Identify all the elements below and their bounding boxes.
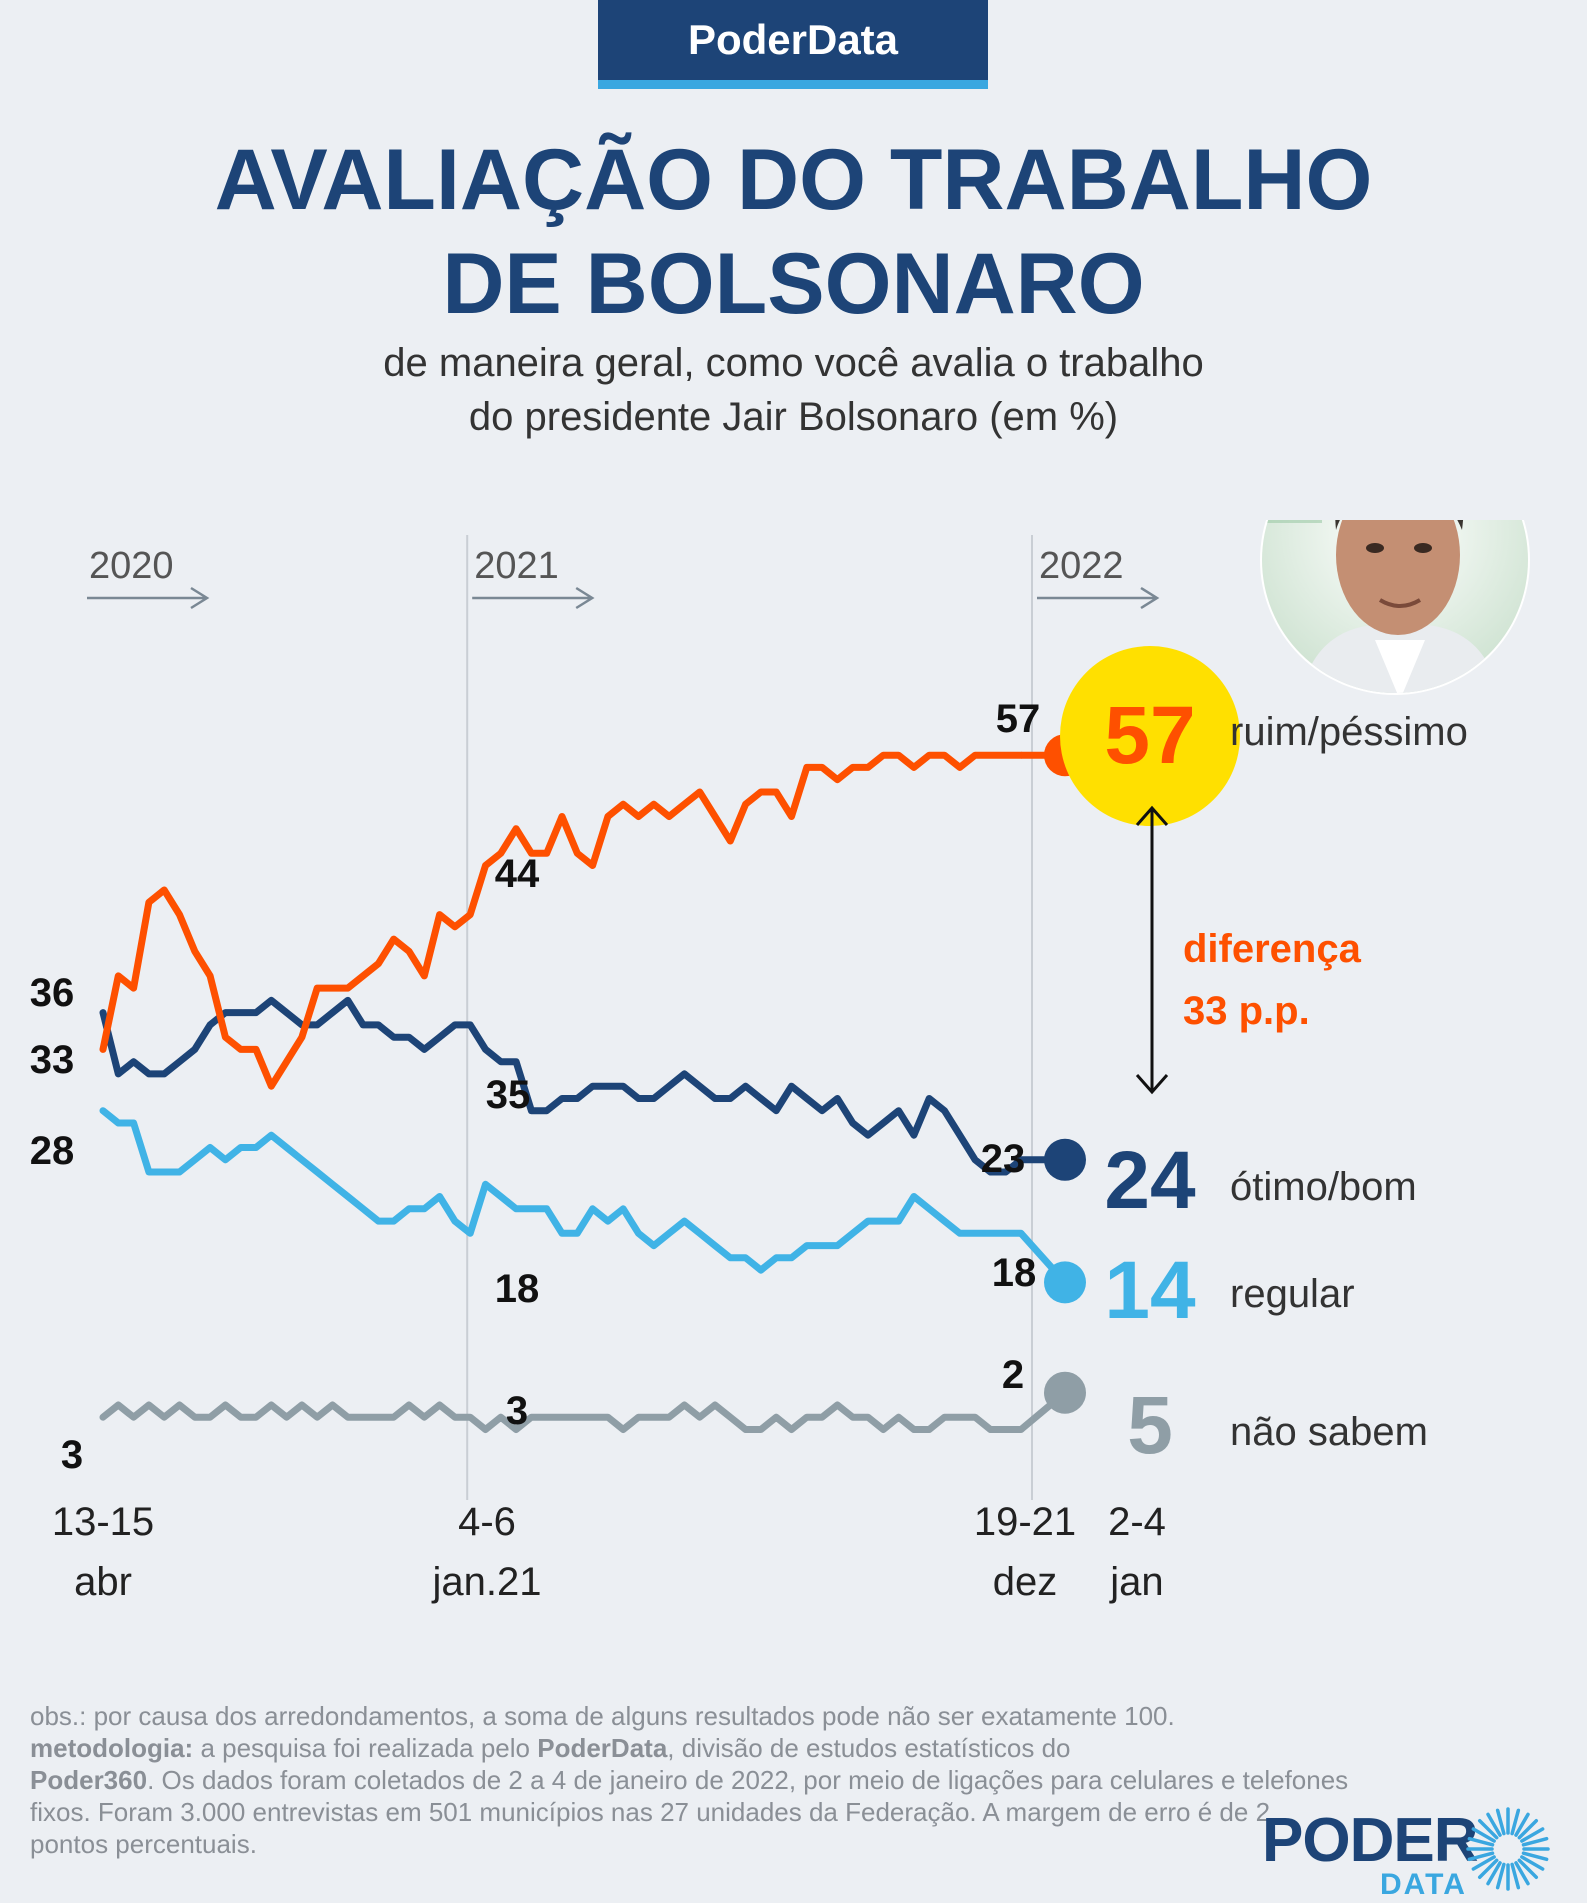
portrait-photo: [1260, 520, 1530, 695]
data-label-regular: 18: [992, 1251, 1037, 1295]
data-label-nao_sabem: 3: [506, 1389, 528, 1433]
subtitle-line-1: de maneira geral, como você avalia o tra…: [383, 341, 1204, 385]
brand-header-tab: PoderData: [598, 0, 988, 89]
logo-poder-text: PODER: [1262, 1806, 1478, 1875]
end-value-ruim-pessimo: 57: [1104, 690, 1195, 781]
data-label-ruim_pessimo: 33: [30, 1038, 75, 1082]
methodology-brand-2: Poder360: [30, 1765, 148, 1795]
logo-burst-icon: [1466, 1807, 1550, 1891]
x-tick-label: dez: [993, 1560, 1058, 1604]
series-line-regular: [99, 1107, 1025, 1274]
poderdata-logo: PODER DATA: [1262, 1806, 1550, 1901]
data-label-regular: 18: [495, 1267, 540, 1311]
footer-obs: obs.: por causa dos arredondamentos, a s…: [30, 1701, 1175, 1731]
page-title-line-1: AVALIAÇÃO DO TRABALHO: [214, 132, 1373, 228]
footer-methodology: metodologia: a pesquisa foi realizada pe…: [30, 1732, 1350, 1860]
year-label: 2020: [89, 545, 174, 587]
data-label-nao_sabem: 2: [1002, 1353, 1024, 1397]
year-arrow-icon: [1037, 586, 1160, 610]
difference-label: diferença: [1183, 927, 1362, 971]
series-line-ruim_pessimo: [99, 751, 1025, 1090]
x-tick-label: jan: [1109, 1560, 1163, 1604]
subtitle-line-2: do presidente Jair Bolsonaro (em %): [468, 395, 1119, 439]
data-label-regular: 28: [30, 1129, 75, 1173]
year-label: 2022: [1039, 545, 1124, 587]
data-label-otimo_bom: 36: [30, 971, 75, 1015]
methodology-label: metodologia:: [30, 1733, 194, 1763]
highlight-circle: [1060, 646, 1240, 826]
year-arrow-icon: [87, 586, 210, 610]
series-line-otimo_bom: [99, 996, 1025, 1176]
data-label-otimo_bom: 23: [981, 1137, 1026, 1181]
footer-notes: obs.: por causa dos arredondamentos, a s…: [30, 1700, 1350, 1860]
difference-value: 33 p.p.: [1183, 989, 1310, 1033]
page-title-line-2: DE BOLSONARO: [442, 236, 1145, 332]
end-dot-otimo_bom: [1044, 1138, 1086, 1181]
x-tick-label: 2-4: [1108, 1500, 1166, 1544]
series-label-nao-sabem: não sabem: [1230, 1410, 1428, 1454]
data-label-ruim_pessimo: 44: [495, 852, 540, 896]
end-dot-regular: [1044, 1261, 1086, 1304]
end-value-nao-sabem: 5: [1127, 1380, 1173, 1471]
x-tick-label: 4-6: [458, 1500, 516, 1544]
data-label-ruim_pessimo: 57: [996, 697, 1041, 741]
x-tick-label: 19-21: [974, 1500, 1076, 1544]
x-tick-label: 13-15: [52, 1500, 154, 1544]
x-tick-label: jan.21: [432, 1560, 542, 1604]
data-label-nao_sabem: 3: [61, 1433, 83, 1477]
end-value-otimo-bom: 24: [1104, 1135, 1196, 1226]
series-label-regular: regular: [1230, 1272, 1355, 1316]
data-label-otimo_bom: 35: [486, 1073, 531, 1117]
methodology-text-1: a pesquisa foi realizada pelo: [193, 1733, 538, 1763]
methodology-brand: PoderData: [537, 1733, 668, 1763]
difference-arrow: [1135, 805, 1169, 1095]
methodology-text-3: . Os dados foram coletados de 2 a 4 de j…: [30, 1765, 1349, 1859]
series-line-nao_sabem: [99, 1401, 1025, 1433]
logo-data-text: DATA: [1380, 1868, 1467, 1901]
methodology-text-2: , divisão de estudos estatísticos do: [667, 1733, 1071, 1763]
end-dot-nao_sabem: [1044, 1371, 1086, 1414]
series-label-ruim-pessimo: ruim/péssimo: [1230, 710, 1468, 754]
x-tick-label: abr: [74, 1560, 132, 1604]
year-label: 2021: [474, 545, 559, 587]
series-label-otimo-bom: ótimo/bom: [1230, 1165, 1417, 1209]
end-value-regular: 14: [1104, 1245, 1196, 1336]
year-arrow-icon: [472, 586, 595, 610]
